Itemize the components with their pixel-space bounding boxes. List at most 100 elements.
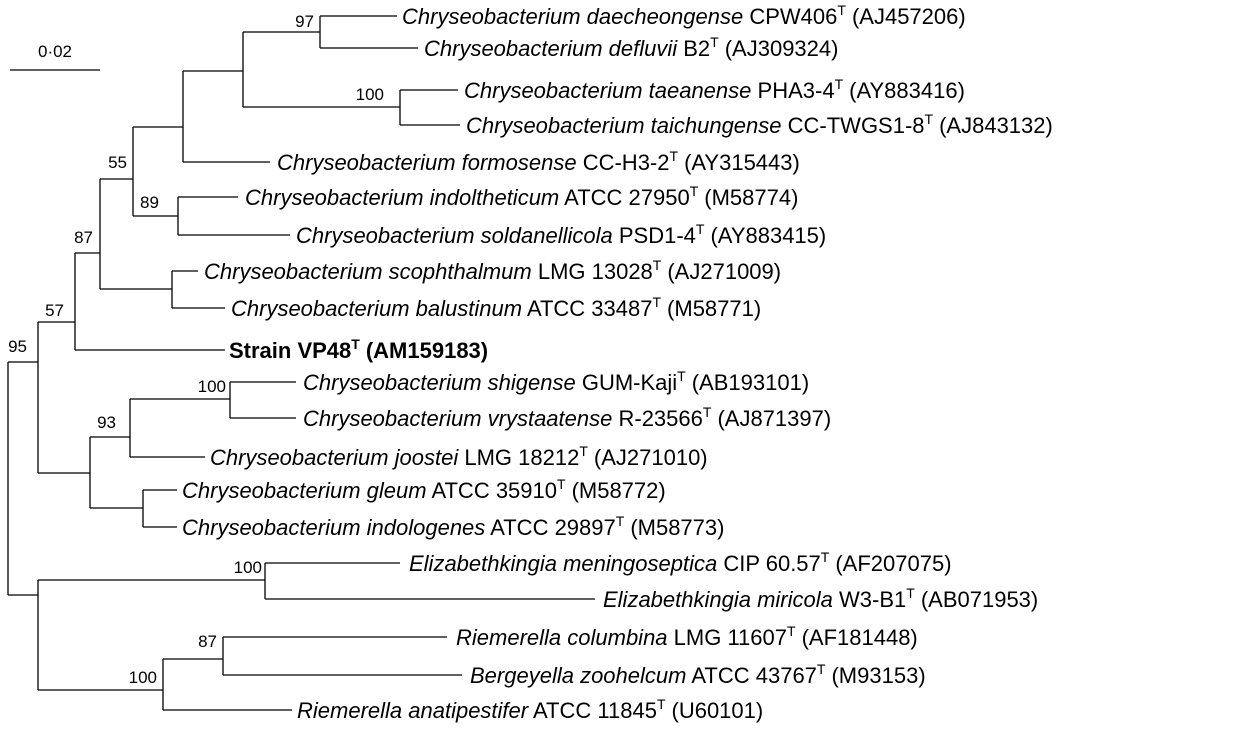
taxon-label: Chryseobacterium indoltheticum ATCC 2795… — [245, 183, 798, 210]
type-strain-superscript: T — [690, 183, 699, 199]
taxon-label: Strain VP48T (AM159183) — [229, 336, 488, 363]
taxon-label: Riemerella columbina LMG 11607T (AF181448… — [456, 623, 918, 650]
taxon-species-name: Chryseobacterium soldanellicola — [296, 223, 613, 248]
taxon-strain: B2 — [683, 36, 710, 61]
type-strain-superscript: T — [616, 513, 625, 529]
taxon-species-name: Chryseobacterium vrystaatense — [303, 406, 612, 431]
taxon-strain: Strain VP48 — [229, 338, 351, 363]
type-strain-superscript: T — [652, 294, 661, 310]
taxon-species-name: Bergeyella zoohelcum — [470, 663, 686, 688]
type-strain-superscript: T — [710, 34, 719, 50]
taxon-label: Chryseobacterium formosense CC-H3-2T (AY3… — [277, 148, 800, 175]
taxon-accession: (AY883416) — [849, 78, 965, 103]
bootstrap-value: 97 — [295, 12, 314, 31]
bootstrap-value: 55 — [108, 153, 127, 172]
taxon-accession: (M58772) — [572, 478, 666, 503]
taxon-accession: (AJ871397) — [717, 406, 831, 431]
taxon-strain: GUM-Kaji — [582, 370, 677, 395]
taxon-accession: (AY883415) — [710, 223, 826, 248]
bootstrap-value: 89 — [140, 193, 159, 212]
taxon-species-name: Chryseobacterium defluvii — [424, 36, 678, 61]
taxon-label: Chryseobacterium shigense GUM-KajiT (AB19… — [303, 368, 809, 395]
taxon-species-name: Chryseobacterium daecheongense — [402, 4, 743, 29]
type-strain-superscript: T — [657, 696, 666, 712]
taxon-species-name: Chryseobacterium balustinum — [231, 296, 522, 321]
taxon-species-name: Chryseobacterium formosense — [277, 150, 577, 175]
taxon-label: Chryseobacterium scophthalmum LMG 13028T… — [204, 257, 781, 284]
taxon-strain: ATCC 35910 — [431, 478, 557, 503]
taxon-strain: ATCC 29897 — [490, 515, 616, 540]
taxon-accession: (AB193101) — [692, 370, 809, 395]
bootstrap-value: 95 — [8, 337, 27, 356]
taxon-accession: (AY315443) — [684, 150, 800, 175]
taxon-strain: ATCC 27950 — [564, 185, 690, 210]
taxon-strain: CC-H3-2 — [583, 150, 670, 175]
type-strain-superscript: T — [787, 623, 796, 639]
taxon-accession: (AF207075) — [835, 551, 951, 576]
taxon-accession: (M93153) — [831, 663, 925, 688]
taxon-label: Bergeyella zoohelcum ATCC 43767T (M93153) — [470, 661, 926, 688]
taxon-strain: W3-B1 — [839, 587, 906, 612]
taxon-strain: LMG 11607 — [674, 625, 787, 650]
taxon-strain: ATCC 33487 — [527, 296, 653, 321]
taxon-accession: (AJ457206) — [852, 4, 966, 29]
tree-branches — [7, 15, 595, 711]
scale-bar: 0·02 — [10, 42, 100, 71]
type-strain-superscript: T — [703, 404, 712, 420]
bootstrap-value: 100 — [129, 668, 157, 687]
type-strain-superscript: T — [925, 111, 934, 127]
type-strain-superscript: T — [835, 76, 844, 92]
bootstrap-value: 87 — [74, 228, 93, 247]
taxon-label: Chryseobacterium vrystaatense R-23566T (A… — [303, 404, 831, 431]
type-strain-superscript: T — [351, 336, 360, 352]
taxon-strain: LMG 18212 — [464, 445, 579, 470]
taxon-species-name: Chryseobacterium scophthalmum — [204, 259, 532, 284]
taxon-accession: (AJ271010) — [594, 445, 708, 470]
type-strain-superscript: T — [817, 661, 826, 677]
type-strain-superscript: T — [677, 368, 686, 384]
taxon-accession: (AM159183) — [366, 338, 488, 363]
taxon-label: Chryseobacterium indologenes ATCC 29897T… — [182, 513, 724, 540]
taxon-label: Riemerella anatipestifer ATCC 11845T (U60… — [297, 696, 763, 723]
taxon-accession: (AJ843132) — [939, 113, 1053, 138]
bootstrap-value: 100 — [198, 377, 226, 396]
taxon-species-name: Chryseobacterium shigense — [303, 370, 576, 395]
taxon-strain: ATCC 43767 — [691, 663, 817, 688]
type-strain-superscript: T — [906, 585, 915, 601]
taxon-accession: (AJ309324) — [725, 36, 839, 61]
taxon-species-name: Chryseobacterium indologenes — [182, 515, 485, 540]
taxon-species-name: Riemerella anatipestifer — [297, 698, 530, 723]
bootstrap-value: 100 — [234, 558, 262, 577]
taxon-label: Chryseobacterium balustinum ATCC 33487T (… — [231, 294, 761, 321]
taxon-label: Chryseobacterium taichungense CC-TWGS1-8… — [466, 111, 1053, 138]
taxon-label: Elizabethkingia meningoseptica CIP 60.57… — [409, 549, 952, 576]
taxon-species-name: Riemerella columbina — [456, 625, 668, 650]
taxon-label: Chryseobacterium soldanellicola PSD1-4T (… — [296, 221, 826, 248]
taxon-accession: (AF181448) — [802, 625, 918, 650]
taxon-strain: R-23566 — [618, 406, 702, 431]
taxon-strain: PHA3-4 — [758, 78, 835, 103]
type-strain-superscript: T — [653, 257, 662, 273]
taxon-accession: (M58771) — [667, 296, 761, 321]
type-strain-superscript: T — [837, 2, 846, 18]
bootstrap-value: 57 — [45, 301, 64, 320]
bootstrap-value: 100 — [356, 85, 384, 104]
type-strain-superscript: T — [557, 476, 566, 492]
scale-bar-label: 0·02 — [38, 42, 72, 61]
type-strain-superscript: T — [579, 443, 588, 459]
taxon-species-name: Chryseobacterium taichungense — [466, 113, 782, 138]
bootstrap-values: 97 100 55 89 87 57 95 100 93 100 87 100 — [8, 12, 384, 687]
taxon-strain: CPW406 — [749, 4, 837, 29]
taxon-label: Chryseobacterium taeanense PHA3-4T (AY883… — [464, 76, 965, 103]
taxon-species-name: Chryseobacterium taeanense — [464, 78, 751, 103]
type-strain-superscript: T — [821, 549, 830, 565]
type-strain-superscript: T — [696, 221, 705, 237]
taxon-label: Chryseobacterium defluvii B2T (AJ309324) — [424, 34, 838, 61]
bootstrap-value: 87 — [198, 632, 217, 651]
taxon-label: Chryseobacterium joostei LMG 18212T (AJ27… — [210, 443, 708, 470]
taxon-species-name: Chryseobacterium indoltheticum — [245, 185, 559, 210]
taxon-strain: CC-TWGS1-8 — [788, 113, 925, 138]
taxon-accession: (AB071953) — [921, 587, 1038, 612]
taxon-accession: (M58774) — [704, 185, 798, 210]
